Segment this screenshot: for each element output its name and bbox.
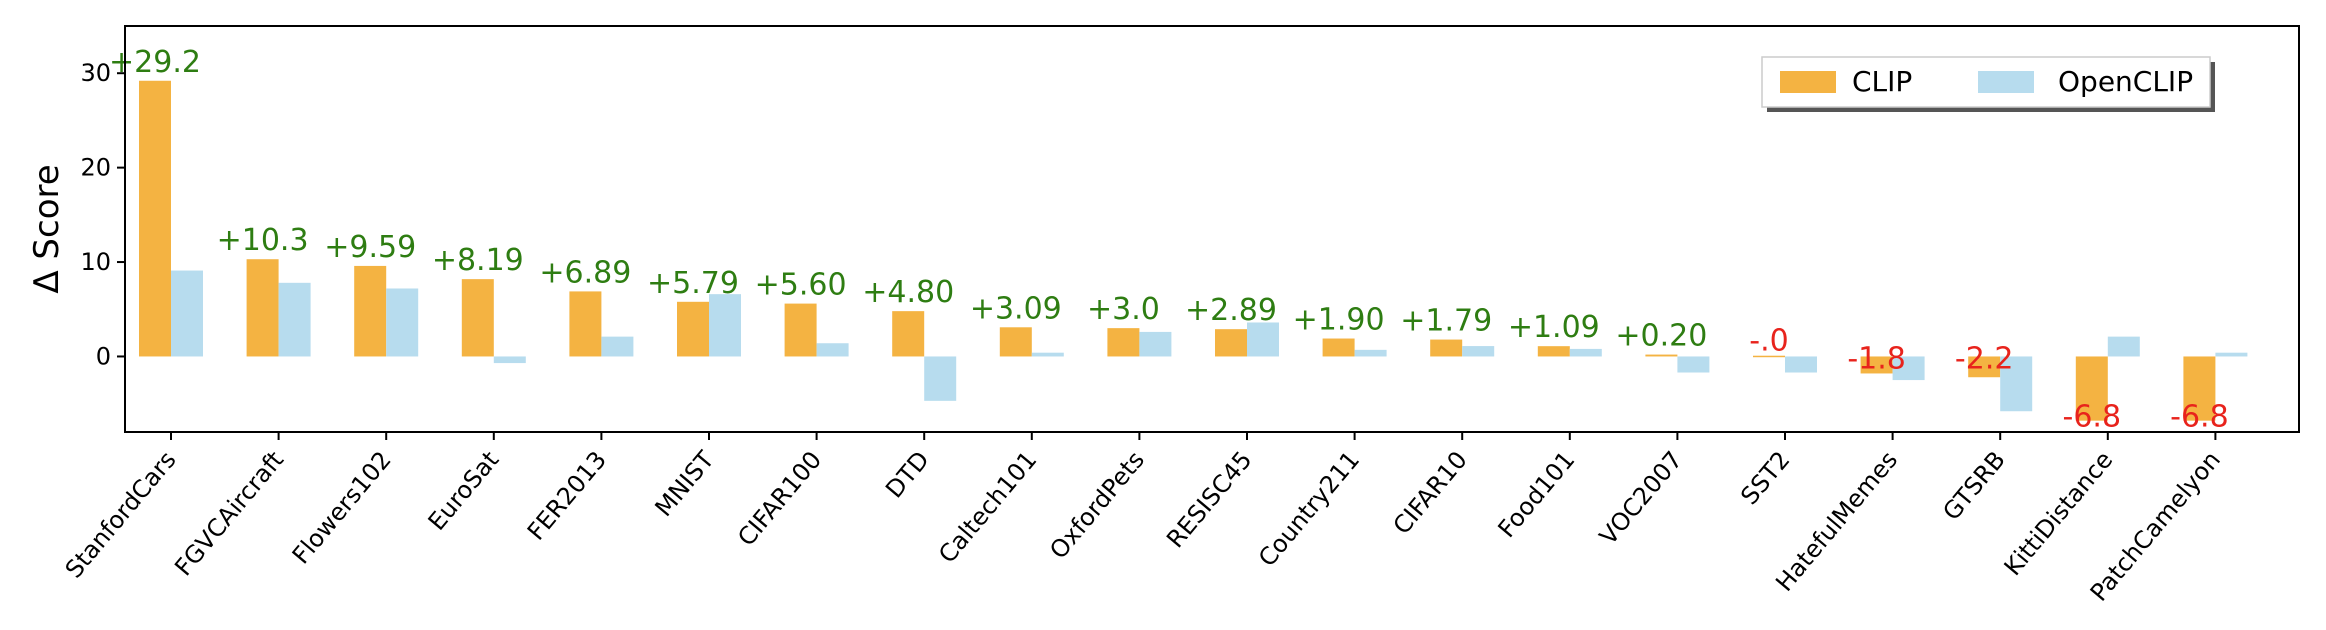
bar-openclip-oxfordpets — [1139, 331, 1172, 357]
legend-swatch-clip — [1780, 71, 1836, 93]
value-label-flowers102: +9.59 — [324, 230, 416, 265]
x-tick-label-caltech101: Caltech101 — [933, 446, 1042, 569]
bar-clip-food101 — [1537, 346, 1570, 357]
bar-openclip-sst2 — [1785, 356, 1817, 373]
value-label-gtsrb: -2.2 — [1955, 341, 2014, 376]
bar-openclip-fer2013 — [601, 336, 634, 357]
bar-clip-gtsrb — [1968, 356, 2001, 378]
x-tick-label-food101: Food101 — [1493, 446, 1581, 543]
x-tick-label-voc2007: VOC2007 — [1594, 446, 1688, 550]
y-tick-label: 20 — [80, 154, 111, 182]
bars-layer — [139, 80, 2248, 421]
bar-openclip-hatefulmemes — [1892, 356, 1925, 381]
x-tick-label-dtd: DTD — [880, 446, 935, 504]
bar-clip-cifar100 — [784, 303, 817, 357]
value-label-mnist: +5.79 — [647, 266, 739, 301]
x-tick-label-flowers102: Flowers102 — [287, 446, 397, 570]
value-label-food101: +1.09 — [1508, 310, 1600, 345]
value-label-oxfordpets: +3.0 — [1087, 292, 1160, 327]
x-tick-label-stanfordcars: StanfordCars — [60, 446, 182, 584]
legend: CLIP OpenCLIP — [1761, 56, 2215, 112]
bar-openclip-caltech101 — [1031, 352, 1064, 357]
bar-clip-flowers102 — [354, 265, 387, 357]
bar-clip-dtd — [892, 311, 925, 357]
x-tick-label-gtsrb: GTSRB — [1937, 446, 2010, 526]
bar-clip-hatefulmemes — [1860, 356, 1893, 374]
bar-clip-stanfordcars — [139, 80, 171, 357]
bar-openclip-mnist — [709, 294, 741, 357]
bar-clip-kittidistance — [2075, 356, 2108, 421]
x-tick-label-kittidistance: KittiDistance — [1999, 446, 2119, 581]
bar-openclip-country211 — [1354, 349, 1387, 357]
value-label-resisc45: +2.89 — [1185, 293, 1277, 328]
legend-swatch-openclip — [1978, 71, 2034, 93]
bar-openclip-dtd — [924, 356, 957, 401]
x-tick-label-sst2: SST2 — [1735, 446, 1795, 510]
value-label-cifar10: +1.79 — [1400, 304, 1492, 339]
axes-layer — [124, 25, 2300, 433]
value-label-country211: +1.90 — [1293, 303, 1385, 338]
x-tick-label-resisc45: RESISC45 — [1161, 446, 1257, 553]
value-label-fgvcaircraft: +10.3 — [217, 223, 309, 258]
bar-clip-voc2007 — [1645, 354, 1678, 357]
value-label-dtd: +4.80 — [862, 275, 954, 310]
value-label-fer2013: +6.89 — [539, 255, 631, 290]
value-label-eurosat: +8.19 — [432, 243, 524, 278]
x-tick-label-mnist: MNIST — [650, 446, 720, 522]
value-label-sst2: -.0 — [1749, 323, 1788, 358]
bar-clip-patchcamelyon — [2183, 356, 2216, 421]
value-label-caltech101: +3.09 — [970, 291, 1062, 326]
legend-label-clip: CLIP — [1852, 65, 1912, 98]
y-tick-label: 30 — [80, 59, 111, 87]
y-axis-label: Δ Score — [27, 164, 67, 293]
x-tick-label-cifar10: CIFAR10 — [1388, 446, 1473, 540]
value-label-hatefulmemes: -1.8 — [1847, 341, 1906, 376]
bar-clip-cifar10 — [1430, 339, 1463, 357]
y-ticks: 0 10 20 30 — [80, 59, 125, 370]
bar-openclip-kittidistance — [2107, 336, 2140, 357]
x-tick-label-cifar100: CIFAR100 — [732, 446, 827, 552]
x-tick-label-fer2013: FER2013 — [522, 446, 612, 546]
x-tick-label-oxfordpets: OxfordPets — [1044, 446, 1150, 565]
bar-openclip-flowers102 — [386, 288, 419, 357]
y-tick-label: 10 — [80, 248, 111, 276]
bar-clip-sst2 — [1753, 355, 1785, 358]
bar-openclip-eurosat — [493, 356, 526, 364]
x-tick-label-country211: Country211 — [1253, 446, 1365, 572]
value-label-voc2007: +0.20 — [1615, 319, 1707, 354]
plot-frame — [124, 25, 2300, 433]
x-tick-label-fgvcaircraft: FGVCAircraft — [169, 446, 289, 581]
bar-clip-eurosat — [461, 279, 494, 357]
bar-openclip-fgvcaircraft — [278, 282, 311, 357]
legend-label-openclip: OpenCLIP — [2058, 65, 2193, 98]
value-label-patchcamelyon: -6.8 — [2170, 400, 2229, 435]
bar-clip-fgvcaircraft — [246, 259, 279, 357]
bar-clip-oxfordpets — [1107, 328, 1140, 357]
bar-openclip-food101 — [1569, 348, 1602, 357]
bar-openclip-voc2007 — [1677, 356, 1710, 373]
value-label-stanfordcars: +29.2 — [109, 45, 201, 80]
bar-openclip-cifar10 — [1462, 346, 1495, 357]
x-tick-label-eurosat: EuroSat — [423, 446, 505, 536]
bar-clip-fer2013 — [569, 291, 602, 357]
bar-openclip-stanfordcars — [171, 270, 203, 357]
value-label-cifar100: +5.60 — [755, 268, 847, 303]
bar-clip-caltech101 — [999, 327, 1032, 357]
bar-clip-mnist — [677, 301, 709, 357]
bar-clip-resisc45 — [1215, 329, 1247, 357]
bar-openclip-patchcamelyon — [2215, 352, 2248, 357]
bar-openclip-resisc45 — [1247, 322, 1279, 357]
bar-openclip-cifar100 — [816, 343, 849, 357]
bar-openclip-gtsrb — [2000, 356, 2033, 412]
value-label-kittidistance: -6.8 — [2063, 400, 2122, 435]
bar-clip-country211 — [1322, 338, 1355, 357]
y-tick-label: 0 — [96, 342, 111, 370]
